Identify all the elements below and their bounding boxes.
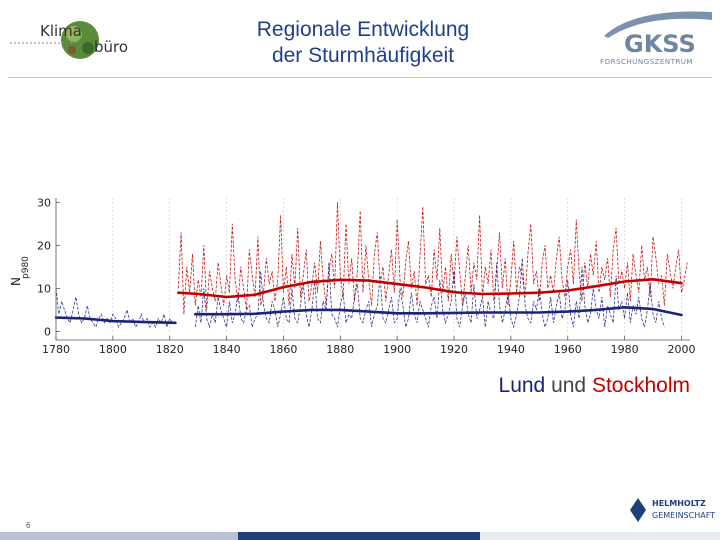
header-divider [8, 77, 712, 78]
x-tick-label: 1980 [611, 343, 639, 356]
x-tick-label: 1920 [440, 343, 468, 356]
y-tick-label: 30 [37, 196, 51, 209]
logo-word-klima: Klima [40, 22, 82, 40]
grid-lines [55, 198, 682, 340]
page-title: Regionale Entwicklung der Sturmhäufigkei… [200, 17, 526, 69]
y-tick-label: 10 [37, 282, 51, 295]
x-tick-label: 1900 [383, 343, 411, 356]
series-smooth-line [54, 316, 177, 325]
series-annual-line [194, 258, 665, 329]
x-tick-label: 1960 [554, 343, 582, 356]
title-line-2: der Sturmhäufigkeit [271, 44, 455, 67]
x-tick-label: 1780 [42, 343, 70, 356]
series-annual-line [55, 288, 173, 329]
helmholtz-logo: HELMHOLTZ GEMEINSCHAFT [630, 498, 715, 522]
gkss-name: GKSS [624, 30, 696, 58]
x-tick-label: 1940 [497, 343, 525, 356]
series-smooth-line [177, 278, 683, 299]
series-annual-line [177, 202, 688, 315]
y-axis-label: N [9, 277, 23, 286]
chart-caption: Lund und Stockholm [440, 374, 690, 398]
x-tick-label: 1820 [156, 343, 184, 356]
footer-bar [0, 532, 720, 540]
gkss-subtitle: FORSCHUNGSZENTRUM [600, 57, 693, 66]
series-smooth-line [194, 306, 683, 317]
storm-frequency-chart: 1780 1800 1820 1840 1860 1880 1900 1920 1940 1960… [9, 196, 695, 356]
series-lines [54, 202, 688, 329]
x-tick-label: 1800 [99, 343, 127, 356]
x-tick-label: 2000 [667, 343, 695, 356]
swoosh-icon [604, 11, 712, 38]
x-tick-label: 1860 [269, 343, 297, 356]
helmholtz-line1: HELMHOLTZ [652, 499, 706, 508]
gkss-logo: GKSS FORSCHUNGSZENTRUM [600, 11, 712, 66]
y-tick-label: 0 [44, 325, 51, 338]
klimabuero-logo: Klima büro [10, 21, 128, 59]
helmholtz-icon [630, 498, 646, 522]
helmholtz-line2: GEMEINSCHAFT [652, 511, 715, 520]
caption-und: und [545, 374, 592, 397]
axes: 1780 1800 1820 1840 1860 1880 1900 1920 1940 1960… [37, 196, 695, 356]
caption-stockholm: Stockholm [591, 374, 690, 397]
y-tick-label: 20 [37, 239, 51, 252]
page-number: 6 [26, 521, 31, 530]
x-tick-label: 1840 [213, 343, 241, 356]
title-line-1: Regionale Entwicklung [256, 18, 470, 41]
logo-word-buero: büro [94, 38, 128, 56]
y-axis-label-subscript: p980 [21, 256, 31, 279]
caption-lund: Lund [498, 374, 546, 397]
x-tick-label: 1880 [326, 343, 354, 356]
